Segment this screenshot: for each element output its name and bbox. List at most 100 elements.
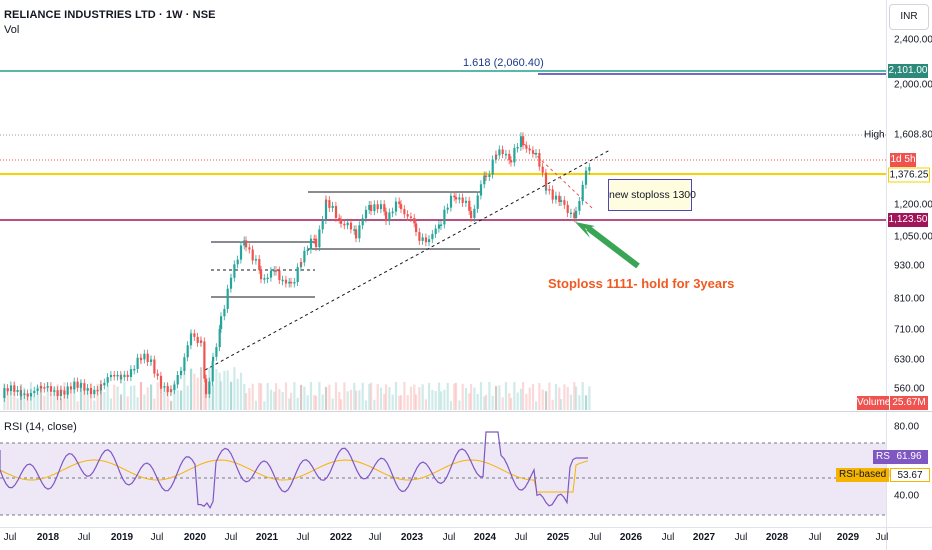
volume-bar [23,387,26,410]
volume-bar [418,387,421,410]
volume-bar [69,388,73,410]
volume-bar [230,381,233,410]
stoploss-annotation[interactable]: Stoploss 1111- hold for 3years [548,276,735,291]
candle-body [278,270,281,281]
volume-bar [190,368,193,410]
candle-body [193,333,196,337]
volume-bar [361,382,364,410]
candle-body [340,219,343,224]
rsi-title[interactable]: RSI (14, close) [4,421,77,433]
volume-bar [318,382,321,410]
volume-bar [479,382,483,410]
candle-body [16,390,19,392]
volume-bar [248,388,251,410]
green-arrow-shaft [586,225,640,269]
candle-body [343,223,346,226]
candle-body [495,154,498,157]
candle-body [269,270,273,278]
candle-body [431,233,434,240]
volume-bar [573,382,576,410]
candle-body [203,341,206,379]
volume-bar [236,378,239,410]
time-axis-label: 2027 [692,532,716,543]
candle-body [334,205,338,218]
pane-separator[interactable] [0,411,932,412]
volume-bar [199,367,203,410]
candle-body [290,281,293,284]
volume-bar [80,382,83,410]
rsi-line [0,431,588,510]
volume-legend[interactable]: Vol [4,24,20,36]
candle-body [446,207,449,210]
candle-body [325,199,328,202]
volume-bar [434,391,437,410]
volume-bar [508,393,511,410]
volume-bar [266,383,269,410]
volume-bar [443,389,446,410]
candle-body [358,225,361,239]
volume-bar [306,395,309,410]
candle-body [379,204,383,210]
volume-bar [245,393,248,410]
volume-bar [379,387,383,410]
candle-body [69,386,73,390]
candle-body [554,195,558,200]
time-axis-separator [0,527,932,528]
currency-button[interactable]: INR [889,4,929,30]
price-axis-label: 560.00 [894,383,925,395]
time-axis-label: Jul [875,532,889,543]
volume-bar [53,387,56,410]
candle-body [160,387,163,389]
volume-bar [106,382,109,410]
volume-bar [388,387,391,410]
volume-bar [328,384,331,410]
volume-bar [278,389,281,410]
candle-body [376,204,379,210]
volume-bar [229,382,233,410]
volume-bar [113,384,116,410]
candle-body [123,374,126,378]
candle-body [545,189,548,191]
volume-bar [575,386,578,410]
volume-bar [353,382,356,410]
time-axis-label: 2022 [329,532,353,543]
candle-body [212,356,215,362]
volume-bar [461,383,464,410]
volume-bar [585,395,588,410]
candle-body [176,375,179,385]
candle-body [6,388,9,392]
volume-bar [370,382,373,410]
volume-bar [358,390,361,410]
volume-bar [189,368,193,410]
volume-bar [581,382,584,410]
countdown-tag: 1d 5h [890,153,916,167]
candle-body [476,195,479,209]
volume-bar [569,394,573,410]
volume-bar [458,400,461,410]
symbol-title[interactable]: RELIANCE INDUSTRIES LTD · 1W · NSE [4,9,216,21]
candle-body [89,387,93,395]
candle-body [551,189,554,200]
volume-bar [588,386,591,410]
time-axis-label: 2021 [255,532,279,543]
volume-bar [483,396,486,410]
candle-body [513,148,516,163]
volume-bar [143,394,146,410]
volume-bar [368,383,371,410]
volume-bar [355,390,358,410]
candle-body [53,390,56,392]
candle-body [428,239,431,243]
fib-extension-label[interactable]: 1.618 (2,060.40) [463,57,544,69]
time-axis-label: Jul [734,532,748,543]
volume-bar [281,392,284,410]
volume-bar [400,395,403,410]
volume-bar [504,382,508,410]
volume-bar [488,382,491,410]
stoploss-note-box[interactable]: new stoploss 1300 [608,179,696,211]
volume-bar [428,382,431,410]
candle-body [43,387,46,389]
volume-bar [220,381,223,410]
volume-bar [243,383,246,410]
